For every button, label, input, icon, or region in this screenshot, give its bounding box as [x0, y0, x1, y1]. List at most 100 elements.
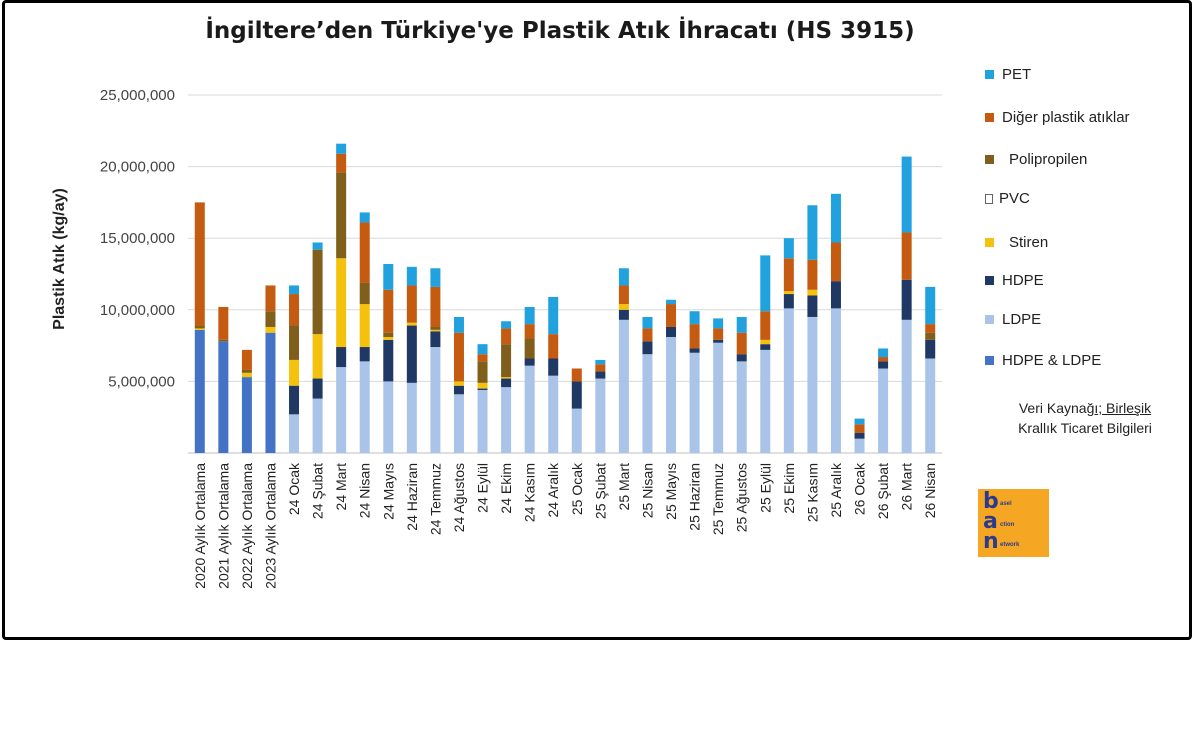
bar-segment	[430, 331, 441, 348]
bar-segment	[642, 328, 653, 342]
x-tick-label: 25 Mayıs	[663, 463, 679, 520]
bar-segment	[618, 304, 629, 310]
bar-segment	[878, 368, 889, 453]
bar-segment	[524, 365, 535, 453]
bar-segment	[925, 339, 936, 359]
legend-label: PET	[1002, 66, 1032, 83]
x-tick-label: 25 Temmuz	[710, 463, 726, 535]
bar-segment	[783, 291, 794, 295]
logo-letter: n	[983, 529, 999, 554]
bar-segment	[713, 339, 724, 343]
source-text: Veri Kayna	[1018, 400, 1087, 416]
x-tick-label: 24 Haziran	[404, 463, 420, 531]
x-tick-label: 24 Eylül	[475, 463, 491, 513]
bar-segment	[218, 306, 229, 340]
bar-segment	[925, 358, 936, 453]
bar-segment	[501, 328, 512, 345]
bar-segment	[736, 354, 747, 362]
bar-segment	[241, 372, 252, 378]
source-text: Krallık Ticaret Bilgileri	[1018, 420, 1152, 436]
bar-segment	[807, 289, 818, 296]
bar-segment	[477, 361, 488, 383]
bar-segment	[666, 299, 677, 305]
x-tick-label: 25 Ocak	[569, 462, 585, 515]
bar-segment	[453, 316, 464, 333]
bar-segment	[878, 361, 889, 369]
bar-segment	[359, 304, 370, 348]
logo-word: ction	[1000, 522, 1015, 528]
legend-label: HDPE	[1002, 272, 1044, 289]
bar-segment	[524, 306, 535, 325]
bar-segment	[807, 205, 818, 260]
legend-label: Polipropilen	[1009, 151, 1088, 168]
bar-segment	[689, 352, 700, 453]
bar-segment	[548, 296, 559, 335]
bar-segment	[289, 414, 300, 453]
bar-segment	[618, 319, 629, 453]
data-source-note: Veri Kaynağı; Birleşik Krallık Ticaret B…	[985, 398, 1185, 438]
bar-segment	[477, 389, 488, 453]
legend-label: Diğer plastik atıklar	[1002, 109, 1130, 126]
bar-segment	[666, 304, 677, 327]
x-tick-label: 24 Kasım	[522, 463, 538, 522]
legend-swatch	[985, 276, 994, 285]
bar-segment	[642, 341, 653, 355]
bar-segment	[783, 308, 794, 453]
bar-segment	[406, 382, 417, 453]
bar-segment	[925, 286, 936, 325]
bar-segment	[289, 285, 300, 295]
x-tick-label: 26 Mart	[899, 463, 915, 511]
bar-segment	[336, 347, 347, 368]
y-tick-label: 15,000,000	[100, 230, 175, 247]
bar-segment	[901, 156, 912, 233]
bar-segment	[477, 388, 488, 390]
legend-swatch	[985, 238, 994, 247]
bar-segment	[595, 378, 606, 453]
legend-item-pvc: PVC	[985, 190, 1030, 207]
x-tick-label: 24 Mayıs	[380, 463, 396, 520]
bar-segment	[289, 325, 300, 360]
bar-segment	[383, 339, 394, 382]
bar-segment	[312, 242, 323, 250]
bar-segment	[406, 322, 417, 326]
x-tick-label: 2020 Aylık Ortalama	[192, 463, 208, 589]
x-tick-label: 24 Ekim	[498, 463, 514, 514]
x-tick-label: 25 Nisan	[639, 463, 655, 518]
bar-segment	[453, 332, 464, 382]
x-tick-label: 25 Ağustos	[734, 463, 750, 532]
x-tick-label: 25 Mart	[616, 463, 632, 511]
bar-segment	[878, 357, 889, 362]
x-tick-label: 24 Şubat	[310, 463, 326, 519]
x-tick-label: 26 Nisan	[922, 463, 938, 518]
bar-segment	[477, 354, 488, 362]
x-tick-label: 25 Aralık	[828, 462, 844, 517]
bar-segment	[312, 398, 323, 453]
bar-segment	[336, 367, 347, 453]
bar-segment	[265, 285, 276, 312]
bar-segment	[618, 268, 629, 286]
bar-segment	[289, 294, 300, 326]
bar-segment	[618, 309, 629, 320]
bar-segment	[807, 316, 818, 453]
bar-segment	[830, 193, 841, 243]
bar-segment	[265, 311, 276, 327]
legend-item-stiren: Stiren	[985, 234, 1048, 251]
bar-segment	[760, 339, 771, 345]
bar-segment	[359, 222, 370, 283]
bar-segment	[783, 238, 794, 259]
bar-segment	[241, 349, 252, 370]
bar-segment	[713, 342, 724, 453]
bar-segment	[501, 344, 512, 378]
x-tick-label: 26 Şubat	[875, 463, 891, 519]
bar-segment	[406, 325, 417, 383]
legend-label: PVC	[999, 190, 1030, 207]
bar-segment	[477, 344, 488, 355]
bar-segment	[736, 361, 747, 453]
bar-segment	[501, 377, 512, 379]
bar-segment	[406, 285, 417, 323]
bar-segment	[925, 324, 936, 333]
bar-segment	[336, 153, 347, 173]
bar-segment	[241, 377, 252, 453]
bar-segment	[312, 378, 323, 399]
